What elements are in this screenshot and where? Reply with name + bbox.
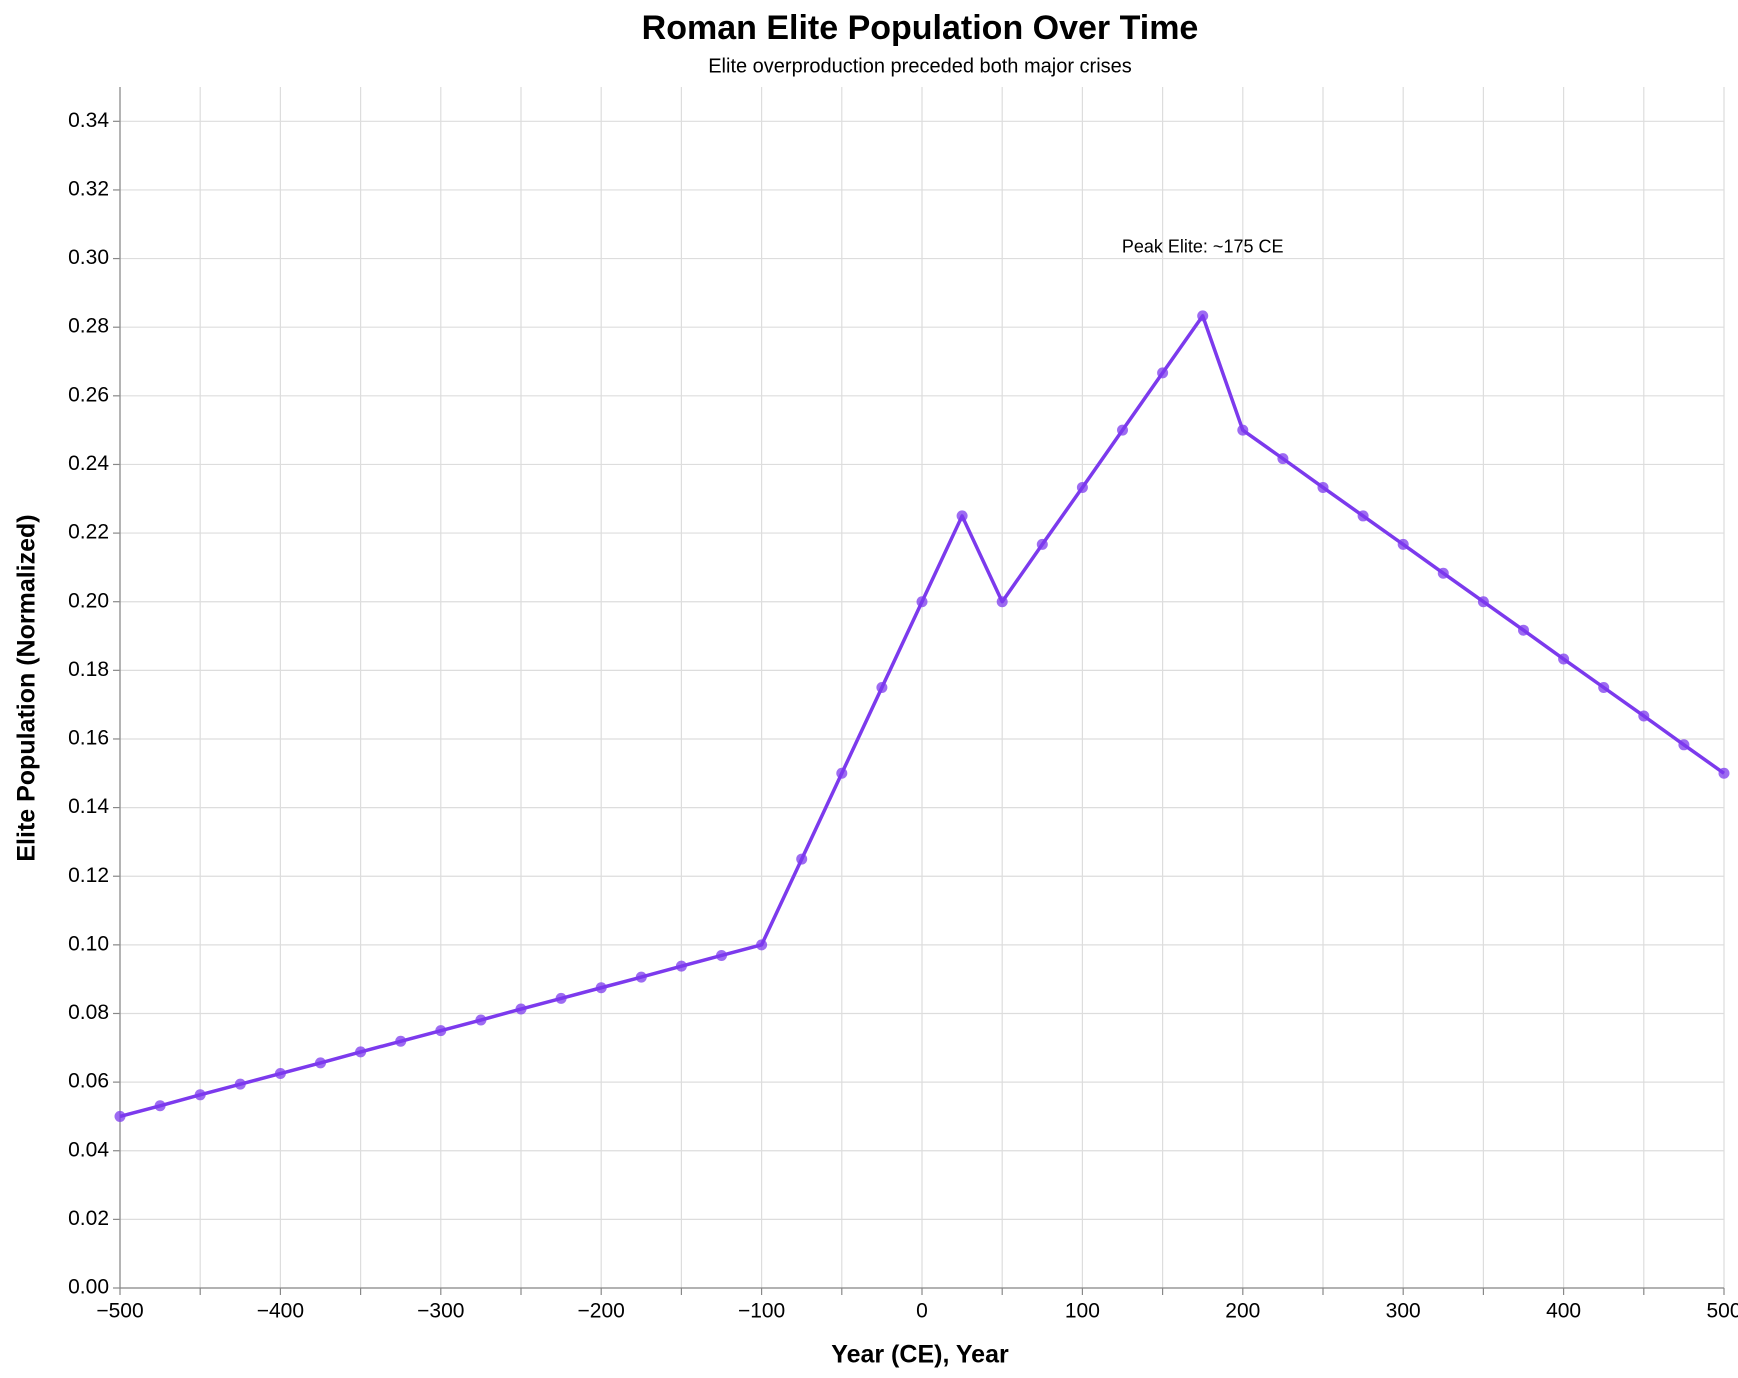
data-point xyxy=(1076,481,1088,493)
data-point xyxy=(595,982,607,994)
y-tick-label: 0.10 xyxy=(68,932,109,955)
data-point xyxy=(956,510,968,522)
data-point xyxy=(315,1057,326,1069)
data-point xyxy=(395,1035,407,1047)
x-tick-label: −300 xyxy=(417,1300,464,1323)
y-tick-label: 0.22 xyxy=(68,521,109,544)
data-point xyxy=(355,1046,367,1058)
data-point xyxy=(114,1110,126,1122)
y-tick-label: 0.04 xyxy=(68,1138,109,1161)
data-point xyxy=(1678,739,1690,751)
data-point xyxy=(1437,567,1449,579)
y-tick-label: 0.00 xyxy=(68,1276,109,1299)
y-tick-label: 0.20 xyxy=(68,589,109,612)
x-axis-title: Year (CE), Year xyxy=(831,1341,1009,1369)
y-tick-label: 0.30 xyxy=(68,246,109,269)
x-tick-label: 100 xyxy=(1065,1300,1100,1323)
y-tick-label: 0.34 xyxy=(68,109,109,132)
data-point xyxy=(435,1025,447,1037)
data-point xyxy=(675,960,687,972)
y-tick-label: 0.18 xyxy=(68,658,109,681)
data-point xyxy=(555,992,567,1004)
data-point xyxy=(1157,367,1169,379)
y-tick-label: 0.32 xyxy=(68,177,109,200)
data-point xyxy=(756,939,768,951)
data-point xyxy=(1277,453,1289,465)
data-point xyxy=(1518,624,1529,636)
y-tick-label: 0.12 xyxy=(68,864,109,887)
data-point xyxy=(515,1003,527,1015)
y-tick-label: 0.14 xyxy=(68,795,109,818)
x-tick-label: −400 xyxy=(257,1300,304,1323)
y-axis-title: Elite Population (Normalized) xyxy=(13,514,41,861)
y-tick-label: 0.08 xyxy=(68,1001,109,1024)
x-tick-label: 500 xyxy=(1706,1300,1738,1323)
y-tick-label: 0.16 xyxy=(68,727,109,750)
data-point xyxy=(1197,310,1209,322)
x-tick-label: −200 xyxy=(578,1300,625,1323)
x-tick-label: −500 xyxy=(96,1300,143,1323)
x-tick-label: −100 xyxy=(738,1300,785,1323)
data-point xyxy=(1117,424,1128,436)
data-point xyxy=(1558,653,1570,665)
data-point xyxy=(635,971,647,983)
data-point xyxy=(796,853,808,865)
chart-title: Roman Elite Population Over Time xyxy=(642,9,1199,47)
x-tick-label: 400 xyxy=(1546,1300,1581,1323)
annotation: Peak Elite: ~175 CE xyxy=(1122,237,1284,257)
data-point xyxy=(996,596,1008,608)
x-tick-label: 300 xyxy=(1386,1300,1421,1323)
data-point xyxy=(475,1014,487,1026)
data-point xyxy=(194,1089,206,1101)
data-point xyxy=(1237,424,1249,436)
data-point xyxy=(836,767,848,779)
data-point xyxy=(234,1078,246,1090)
y-tick-label: 0.26 xyxy=(68,383,109,406)
y-tick-label: 0.24 xyxy=(68,452,109,475)
data-point xyxy=(1036,538,1048,550)
data-point xyxy=(916,596,928,608)
x-tick-label: 200 xyxy=(1225,1300,1260,1323)
data-point xyxy=(1477,596,1489,608)
chart-subtitle: Elite overproduction preceded both major… xyxy=(708,55,1132,77)
data-point xyxy=(1397,538,1409,550)
data-point xyxy=(154,1100,166,1112)
data-point xyxy=(1598,682,1610,693)
data-point xyxy=(274,1068,286,1080)
data-point xyxy=(1317,481,1329,493)
data-point xyxy=(1718,767,1730,779)
y-tick-label: 0.28 xyxy=(68,315,109,338)
data-point xyxy=(1638,710,1650,722)
data-point xyxy=(876,682,888,693)
y-tick-label: 0.02 xyxy=(68,1207,109,1230)
data-point xyxy=(1357,510,1369,522)
data-point xyxy=(716,949,727,961)
x-tick-label: 0 xyxy=(916,1300,928,1323)
y-tick-label: 0.06 xyxy=(68,1070,109,1093)
